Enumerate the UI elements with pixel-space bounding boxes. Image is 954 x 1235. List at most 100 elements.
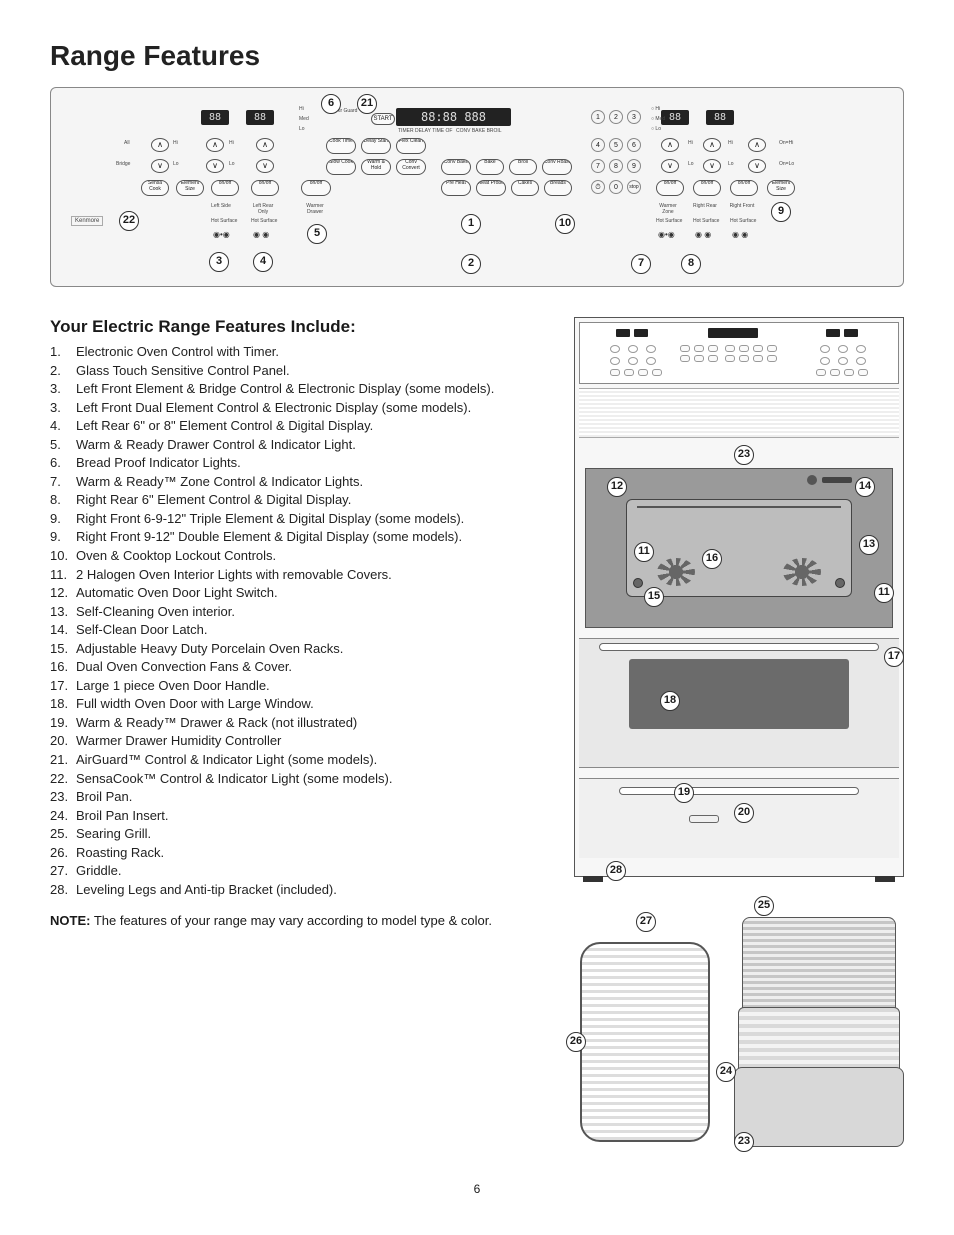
conv-bake-button[interactable]: Conv Bake [441,159,471,175]
note-text: NOTE: The features of your range may var… [50,912,554,930]
right-dn-2[interactable]: ∨ [703,159,721,173]
key-3[interactable]: 3 [627,110,641,124]
feature-item: 5.Warm & Ready Drawer Control & Indicato… [50,436,554,454]
callout-23-top: 23 [734,445,754,465]
slow-cook-button[interactable]: Slow Cook [326,159,356,175]
key-8[interactable]: 8 [609,159,623,173]
oven-door [579,638,899,768]
hot-surface-right-3: Hot Surface [730,218,756,224]
conv-convert-button[interactable]: Conv Convert [396,159,426,175]
callout-4: 4 [253,252,273,272]
onoff-right-3-button[interactable]: on/off [730,180,758,196]
callout-11-right: 11 [874,583,894,603]
cakes-button[interactable]: Cakes [511,180,539,196]
left-up-2[interactable]: ∧ [206,138,224,152]
broil-button[interactable]: Broil [509,159,537,175]
cook-time-button[interactable]: Cook Time [326,138,356,154]
right-up-2[interactable]: ∧ [703,138,721,152]
conv-roast-button[interactable]: Conv Roast [542,159,572,175]
warm-hold-button[interactable]: Warm & Hold [361,159,391,175]
hot-surface-right-1: Hot Surface [656,218,682,224]
display-left-1: 88 [201,110,229,125]
element-size-left-button[interactable]: Element Size [176,180,204,196]
drawer-handle [619,787,859,795]
left-up-1[interactable]: ∧ [151,138,169,152]
flex-clean-button[interactable]: Flex Clean [396,138,426,154]
feature-item: 11.2 Halogen Oven Interior Lights with r… [50,566,554,584]
left-dn-1[interactable]: ∨ [151,159,169,173]
callout-14: 14 [855,477,875,497]
left-dn-2[interactable]: ∨ [206,159,224,173]
onoff-center-button[interactable]: on/off [301,180,331,196]
element-size-right-button[interactable]: Element Size [767,180,795,196]
lo-label-r2: Lo [728,161,734,167]
feature-item: 9.Right Front 9-12" Double Element & Dig… [50,528,554,546]
hi-label-1: Hi [173,140,178,146]
callout-21: 21 [357,94,377,114]
key-9[interactable]: 9 [627,159,641,173]
callout-24: 24 [716,1062,736,1082]
key-lock[interactable]: ⏱ [591,180,605,194]
callout-3: 3 [209,252,229,272]
feature-item: 15.Adjustable Heavy Duty Porcelain Oven … [50,640,554,658]
callout-19: 19 [674,783,694,803]
key-0[interactable]: 0 [609,180,623,194]
delay-start-button[interactable]: Delay Start [361,138,391,154]
start-button[interactable]: START [371,113,395,125]
callout-5: 5 [307,224,327,244]
right-up-3[interactable]: ∧ [748,138,766,152]
all-label: All [124,140,130,146]
center-strip-left: TIMER DELAY TIME OF [398,128,453,134]
heat-hi-label: Hi [299,106,304,112]
key-4[interactable]: 4 [591,138,605,152]
heat-med-label: Med [299,116,309,122]
meat-probe-button[interactable]: Meat Probe [476,180,506,196]
onoff-right-2-button[interactable]: on/off [693,180,721,196]
onoff-left-1-button[interactable]: on/off [211,180,239,196]
interior-light-left [633,578,643,588]
burner-indicator-r1: ◉•◉ [658,230,675,239]
feature-item: 24.Broil Pan Insert. [50,807,554,825]
key-1[interactable]: 1 [591,110,605,124]
key-2[interactable]: 2 [609,110,623,124]
key-7[interactable]: 7 [591,159,605,173]
interior-light-right [835,578,845,588]
hot-surface-right-2: Hot Surface [693,218,719,224]
hot-surface-left-2: Hot Surface [251,218,277,224]
callout-2: 2 [461,254,481,274]
hi-label-r2: Hi [728,140,733,146]
right-up-1[interactable]: ∧ [661,138,679,152]
cooktop-surface [579,388,899,438]
sensa-cook-button[interactable]: Sensa Cook [141,180,169,196]
breads-button[interactable]: Breads [544,180,572,196]
callout-20: 20 [734,803,754,823]
right-dn-1[interactable]: ∨ [661,159,679,173]
range-front-diagram: 23 12 14 11 13 16 15 11 17 18 19 20 28 [574,317,904,877]
warmer-drawer-label: Warmer Drawer [299,203,331,215]
feature-item: 23.Broil Pan. [50,788,554,806]
right-hi-ind: ○ Hi [651,106,660,112]
feature-item: 22.SensaCook™ Control & Indicator Light … [50,770,554,788]
callout-11-left: 11 [634,542,654,562]
right-dn-3[interactable]: ∨ [748,159,766,173]
oven-rack-top [637,506,841,508]
feature-item: 1.Electronic Oven Control with Timer. [50,343,554,361]
onoff-right-1-button[interactable]: on/off [656,180,684,196]
left-up-3[interactable]: ∧ [256,138,274,152]
hi-label-2: Hi [229,140,234,146]
bake-button[interactable]: Bake [476,159,504,175]
center-strip-right: CONV BAKE BROIL [456,128,511,134]
key-5[interactable]: 5 [609,138,623,152]
pre-heat-button[interactable]: Pre Heat [441,180,471,196]
callout-18: 18 [660,691,680,711]
key-6[interactable]: 6 [627,138,641,152]
left-dn-3[interactable]: ∨ [256,159,274,173]
feature-item: 16.Dual Oven Convection Fans & Cover. [50,658,554,676]
key-stop[interactable]: stop [627,180,641,194]
feature-list: 1.Electronic Oven Control with Timer.2.G… [50,343,554,898]
callout-25: 25 [754,896,774,916]
feature-item: 3.Left Front Element & Bridge Control & … [50,380,554,398]
onoff-left-2-button[interactable]: on/off [251,180,279,196]
callout-7: 7 [631,254,651,274]
callout-6: 6 [321,94,341,114]
